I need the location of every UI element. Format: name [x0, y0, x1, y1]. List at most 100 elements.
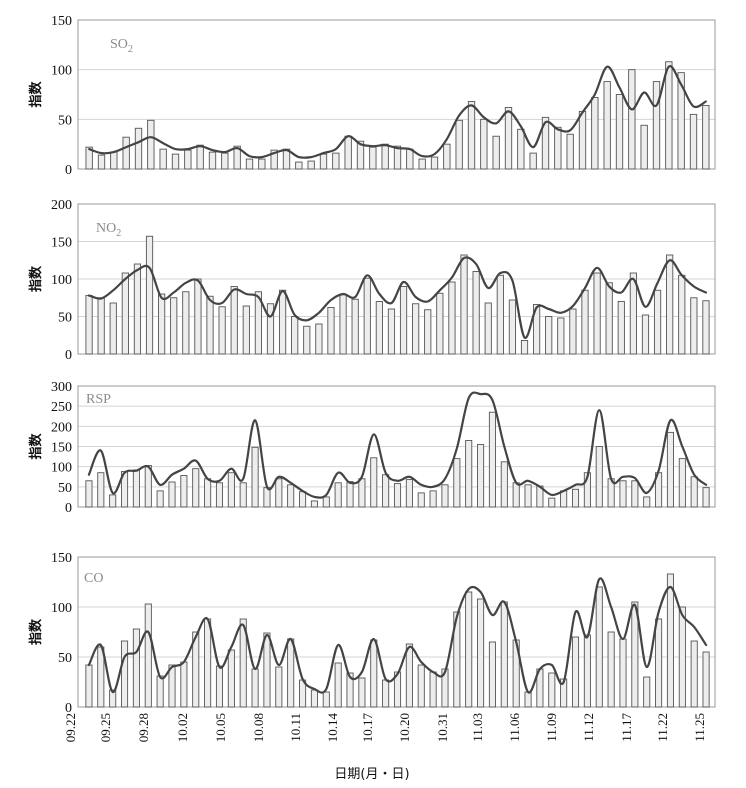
bar [477, 598, 485, 708]
bar [171, 153, 180, 170]
bar [334, 662, 342, 708]
bar [275, 478, 283, 508]
bar [393, 483, 402, 508]
bar [619, 638, 627, 708]
bar [144, 603, 152, 708]
bar [180, 475, 188, 508]
x-tick-label: 10.31 [435, 713, 450, 742]
bar [702, 651, 710, 708]
bar [315, 323, 323, 355]
panel-title: SO2 [110, 37, 133, 55]
bar [689, 113, 698, 170]
bar [251, 668, 259, 708]
x-tick-label: 09.28 [136, 713, 151, 742]
bar [500, 461, 508, 508]
bar [170, 297, 178, 355]
bar [436, 292, 444, 355]
y-tick-label: 0 [65, 348, 72, 363]
bar [628, 69, 636, 170]
bar [472, 271, 480, 355]
bar [424, 309, 432, 355]
bar [533, 304, 541, 355]
bar [381, 143, 389, 170]
bar [488, 641, 496, 708]
panel-no2: 0 50 100 150 200 指数 NO2 [28, 198, 716, 363]
bar [557, 317, 565, 355]
bar [230, 286, 238, 355]
bar [678, 274, 686, 355]
bar [133, 263, 142, 355]
panel-co: 0 50 100 150 指数 CO [28, 551, 716, 716]
bar [429, 671, 437, 708]
bar [344, 135, 352, 170]
bar [134, 127, 143, 170]
x-tick-label: 11.22 [655, 713, 670, 742]
bar [500, 601, 508, 708]
bar [147, 119, 155, 170]
y-tick-label: 300 [51, 380, 72, 395]
bar [417, 664, 425, 708]
bar [370, 639, 378, 708]
bar [460, 254, 468, 355]
bar [399, 286, 408, 355]
bar [545, 316, 553, 355]
x-tick-label: 10.14 [325, 713, 340, 743]
bar [382, 679, 390, 708]
bar [666, 254, 674, 355]
y-tick-label: 150 [51, 551, 72, 566]
x-tick-label: 10.20 [397, 713, 412, 742]
bar [242, 305, 250, 355]
bar [615, 94, 624, 170]
bar [595, 446, 603, 508]
bar [603, 81, 611, 170]
bar [208, 151, 217, 170]
bar [653, 289, 662, 355]
y-tick-label: 100 [51, 601, 72, 616]
bar [496, 274, 504, 355]
bar [477, 444, 485, 508]
y-tick-label: 0 [65, 163, 72, 178]
bar [266, 303, 275, 355]
bar [291, 316, 299, 355]
trend-line [88, 65, 707, 159]
bar [480, 118, 488, 170]
bar [168, 481, 176, 508]
bar [520, 340, 529, 355]
panel-so2: 0 50 100 150 指数 SO2 [28, 14, 716, 178]
bar [97, 472, 105, 508]
bar [192, 631, 200, 708]
y-tick-label: 200 [51, 198, 72, 213]
bar [121, 640, 129, 708]
bar [97, 297, 105, 355]
bar [109, 494, 117, 508]
bar [517, 128, 525, 170]
bar [690, 297, 698, 355]
bar [192, 468, 200, 508]
bar [85, 295, 93, 355]
bar [132, 469, 140, 508]
y-tick-label: 150 [51, 14, 72, 29]
bar [524, 484, 532, 508]
bar [156, 490, 164, 508]
bar [702, 300, 710, 355]
bar [132, 628, 140, 708]
bar [303, 325, 311, 355]
y-tick-label: 100 [51, 273, 72, 288]
bar [221, 152, 229, 170]
bar [578, 110, 587, 170]
y-tick-label: 50 [58, 651, 72, 666]
bar [239, 482, 247, 508]
bar [665, 61, 673, 170]
bar [619, 480, 627, 508]
bar [583, 634, 591, 708]
bar [245, 158, 254, 170]
bar [529, 152, 537, 170]
y-tick-label: 50 [58, 311, 72, 326]
bar [441, 484, 449, 508]
bar [168, 664, 176, 708]
bar [307, 160, 315, 170]
x-tick-label: 09.25 [98, 713, 113, 742]
bar [358, 677, 366, 708]
bar [504, 106, 513, 170]
bar [418, 158, 426, 170]
